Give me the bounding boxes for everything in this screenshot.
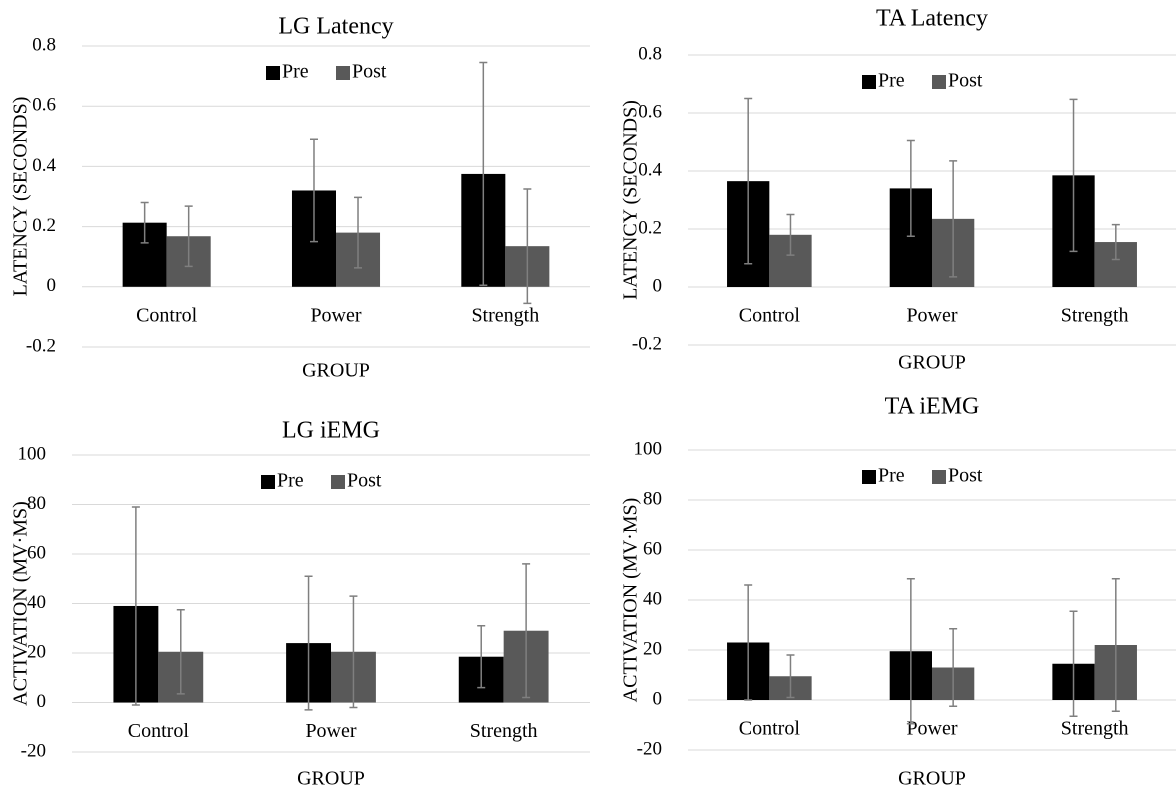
error-bar <box>744 97 753 265</box>
y-tick-label: 40 <box>643 588 662 609</box>
x-axis-label: GROUP <box>297 768 365 790</box>
y-tick-label: 0.8 <box>638 43 662 64</box>
error-bar <box>744 584 753 701</box>
legend-label: Pre <box>878 70 905 92</box>
error-bar <box>1069 610 1078 717</box>
legend-swatch <box>336 66 350 80</box>
legend-swatch <box>932 75 946 89</box>
y-axis-label: ACTIVATION (MV·MS) <box>620 498 642 703</box>
y-tick-label: -20 <box>637 738 662 759</box>
error-bar <box>1111 223 1120 261</box>
legend-label: Post <box>948 465 983 487</box>
x-tick-label: Strength <box>470 720 538 742</box>
legend-label: Pre <box>282 61 309 83</box>
legend-label: Pre <box>878 465 905 487</box>
y-tick-label: 80 <box>27 493 46 514</box>
y-tick-label: 100 <box>634 438 663 459</box>
chart: TA iEMG ACTIVATION (MV·MS) GROUP -20 0 20 40 60… <box>620 394 1176 790</box>
x-tick-label: Control <box>739 305 801 327</box>
y-tick-label: 20 <box>643 638 662 659</box>
x-tick-label: Strength <box>1061 718 1129 740</box>
chart-title: LG Latency <box>278 14 393 40</box>
error-bar <box>949 160 958 278</box>
legend-swatch <box>266 66 280 80</box>
y-tick-label: 0 <box>653 688 663 709</box>
error-bar <box>949 628 958 707</box>
x-tick-label: Power <box>906 305 957 327</box>
legend-swatch <box>331 475 345 489</box>
legend-label: Post <box>352 61 387 83</box>
x-tick-label: Strength <box>1061 305 1129 327</box>
y-axis-label: LATENCY (SECONDS) <box>10 97 32 297</box>
y-tick-label: 60 <box>27 542 46 563</box>
y-tick-label: 0.4 <box>32 155 56 176</box>
error-bar <box>523 188 532 305</box>
x-tick-label: Power <box>305 720 356 742</box>
x-tick-label: Power <box>310 304 361 326</box>
y-tick-label: 20 <box>27 641 46 662</box>
legend-swatch <box>932 470 946 484</box>
y-tick-label: 100 <box>18 443 47 464</box>
error-bar <box>906 139 915 237</box>
x-axis-label: GROUP <box>302 360 370 382</box>
error-bar <box>479 61 488 287</box>
x-axis-label: GROUP <box>898 768 966 790</box>
x-tick-label: Strength <box>471 304 539 326</box>
error-bar <box>140 201 149 244</box>
error-bar <box>786 213 795 256</box>
error-bar <box>184 205 193 268</box>
error-bar <box>354 196 363 269</box>
x-axis-label: GROUP <box>898 352 966 374</box>
error-bar <box>349 595 358 709</box>
chart-title: TA Latency <box>876 6 988 32</box>
chart: LG iEMG ACTIVATION (MV·MS) GROUP -20 0 20 40 60… <box>10 418 590 790</box>
error-bar <box>304 575 313 711</box>
error-bar <box>1111 578 1120 712</box>
error-bar <box>176 608 185 695</box>
error-bar <box>522 563 531 699</box>
y-tick-label: 0.2 <box>638 217 662 238</box>
x-tick-label: Power <box>906 718 957 740</box>
chart: TA Latency LATENCY (SECONDS) GROUP -0.2 0 0.2… <box>620 6 1176 374</box>
y-tick-label: 0 <box>47 275 57 296</box>
y-tick-label: -0.2 <box>632 333 662 354</box>
y-tick-label: -0.2 <box>26 335 56 356</box>
chart: LG Latency LATENCY (SECONDS) GROUP -0.2 0 0.2… <box>10 14 590 382</box>
x-tick-label: Control <box>128 720 190 742</box>
error-bar <box>309 138 318 243</box>
y-tick-label: 0 <box>653 275 663 296</box>
legend-swatch <box>862 470 876 484</box>
error-bar <box>1069 98 1078 253</box>
chart-title: LG iEMG <box>282 418 380 444</box>
y-tick-label: -20 <box>21 740 46 761</box>
y-tick-label: 0.4 <box>638 159 662 180</box>
x-tick-label: Control <box>739 718 801 740</box>
y-tick-label: 60 <box>643 538 662 559</box>
chart-title: TA iEMG <box>885 394 980 420</box>
y-tick-label: 40 <box>27 592 46 613</box>
x-tick-label: Control <box>136 304 198 326</box>
error-bar <box>906 578 915 725</box>
legend-swatch <box>261 475 275 489</box>
y-tick-label: 0.8 <box>32 34 56 55</box>
y-axis-label: LATENCY (SECONDS) <box>620 100 642 300</box>
y-tick-label: 0.2 <box>32 215 56 236</box>
legend-label: Pre <box>277 470 304 492</box>
legend-label: Post <box>347 470 382 492</box>
y-tick-label: 80 <box>643 488 662 509</box>
legend-label: Post <box>948 70 983 92</box>
y-tick-label: 0.6 <box>32 95 56 116</box>
y-axis-label: ACTIVATION (MV·MS) <box>10 501 32 706</box>
error-bar <box>786 654 795 699</box>
legend-swatch <box>862 75 876 89</box>
y-tick-label: 0.6 <box>638 101 662 122</box>
y-tick-label: 0 <box>37 691 47 712</box>
error-bar <box>131 506 140 706</box>
error-bar <box>477 625 486 689</box>
